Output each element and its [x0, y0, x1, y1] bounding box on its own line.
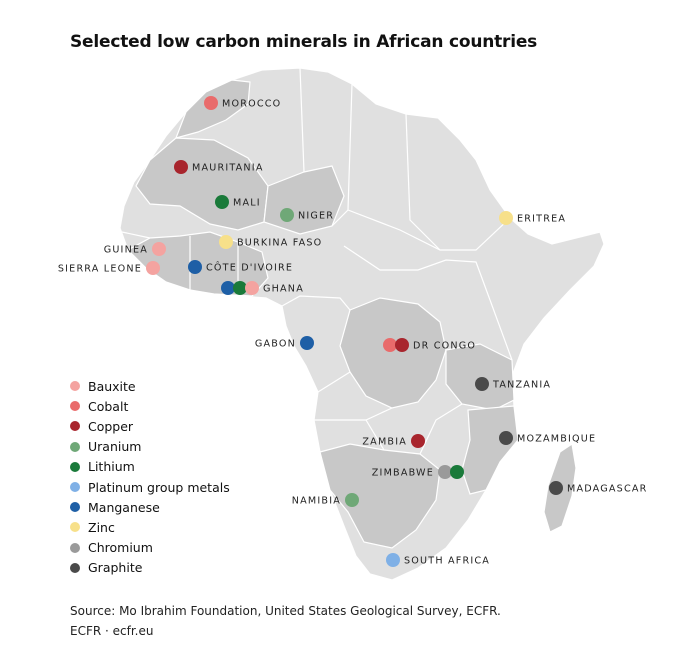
- marker-niger-uranium: [280, 208, 294, 222]
- label-eritrea: ERITREA: [517, 214, 566, 225]
- marker-ghana-lithium: [233, 281, 247, 295]
- legend-label: Cobalt: [88, 398, 129, 414]
- marker-morocco-cobalt: [204, 96, 218, 110]
- legend-item-pgm: Platinum group metals: [70, 477, 230, 497]
- border-7: [317, 371, 351, 393]
- legend-item-bauxite: Bauxite: [70, 376, 230, 396]
- legend-swatch: [70, 502, 80, 513]
- label-mauritania: MAURITANIA: [192, 163, 264, 174]
- label-gabon: GABON: [255, 339, 296, 350]
- legend-label: Zinc: [88, 519, 115, 535]
- border-4: [347, 209, 511, 251]
- label-zambia: ZAMBIA: [362, 437, 407, 448]
- label-guinea: GUINEA: [104, 245, 148, 256]
- legend-item-lithium: Lithium: [70, 457, 230, 477]
- legend-swatch: [70, 482, 80, 493]
- region-mozambique: [461, 405, 519, 495]
- marker-tanzania-graphite: [475, 377, 489, 391]
- legend-item-chromium: Chromium: [70, 538, 230, 558]
- map-title: Selected low carbon minerals in African …: [70, 32, 538, 52]
- label-madagascar: MADAGASCAR: [567, 484, 647, 495]
- label-tanzania: TANZANIA: [492, 380, 551, 391]
- marker-ghana-bauxite: [245, 281, 259, 295]
- marker-namibia-uranium: [345, 493, 359, 507]
- border-6: [281, 295, 351, 311]
- marker-guinea-bauxite: [152, 242, 166, 256]
- label-niger: NIGER: [298, 211, 334, 222]
- legend-item-uranium: Uranium: [70, 437, 230, 457]
- label-south-africa: SOUTH AFRICA: [404, 556, 490, 567]
- label-sierra-leone: SIERRA LEONE: [58, 264, 142, 275]
- marker-zambia-copper: [411, 434, 425, 448]
- label-mozambique: MOZAMBIQUE: [517, 434, 596, 445]
- country-borders: [121, 67, 513, 455]
- legend-label: Platinum group metals: [88, 479, 230, 495]
- marker-dr-congo-copper: [395, 338, 409, 352]
- border-3: [405, 113, 441, 251]
- legend: Bauxite Cobalt Copper Uranium Lithium Platinu…: [70, 376, 230, 578]
- marker-sierra-leone-bauxite: [146, 261, 160, 275]
- border-1: [299, 67, 305, 173]
- legend-item-zinc: Zinc: [70, 517, 230, 537]
- marker-eritrea-zinc: [499, 211, 513, 225]
- marker-zimbabwe-lithium: [450, 465, 464, 479]
- legend-swatch: [70, 381, 80, 392]
- legend-label: Uranium: [88, 439, 142, 455]
- label-mali: MALI: [233, 198, 261, 209]
- marker-mozambique-graphite: [499, 431, 513, 445]
- border-10: [419, 403, 463, 455]
- region-drc: [339, 297, 447, 409]
- legend-label: Manganese: [88, 499, 160, 515]
- legend-label: Chromium: [88, 540, 153, 556]
- label-zimbabwe: ZIMBABWE: [372, 468, 434, 479]
- legend-swatch: [70, 542, 80, 553]
- border-5: [343, 245, 491, 301]
- region-mauritania-mali: [135, 137, 269, 231]
- marker-mali-lithium: [215, 195, 229, 209]
- border-14: [121, 231, 151, 239]
- legend-label: Copper: [88, 418, 134, 434]
- africa-map: MOROCCO MAURITANIA MALI NIGER ERITREA BURKINA…: [58, 67, 647, 581]
- marker-dr-congo-cobalt: [383, 338, 397, 352]
- country-labels: MOROCCO MAURITANIA MALI NIGER ERITREA BURKINA…: [58, 99, 647, 567]
- marker-burkina-faso-zinc: [219, 235, 233, 249]
- legend-label: Lithium: [88, 459, 135, 475]
- mineral-markers: [146, 96, 563, 567]
- legend-label: Graphite: [88, 560, 143, 576]
- legend-swatch: [70, 421, 80, 432]
- marker-c-te-d-ivoire-manganese: [188, 260, 202, 274]
- legend-item-cobalt: Cobalt: [70, 396, 230, 416]
- label-dr-congo: DR CONGO: [413, 341, 476, 352]
- legend-item-copper: Copper: [70, 416, 230, 436]
- source-note: Source: Mo Ibrahim Foundation, United St…: [70, 601, 501, 641]
- legend-swatch: [70, 401, 80, 412]
- label-burkina-faso: BURKINA FASO: [237, 238, 322, 249]
- legend-item-manganese: Manganese: [70, 497, 230, 517]
- legend-swatch: [70, 461, 80, 472]
- marker-gabon-manganese: [300, 336, 314, 350]
- credit-line: ECFR · ecfr.eu: [70, 624, 154, 638]
- region-south: [319, 443, 441, 549]
- legend-swatch: [70, 562, 80, 573]
- label-ghana: GHANA: [263, 284, 304, 295]
- border-9: [365, 419, 385, 451]
- region-east: [445, 343, 515, 411]
- marker-mauritania-copper: [174, 160, 188, 174]
- legend-swatch: [70, 522, 80, 533]
- label-namibia: NAMIBIA: [292, 496, 341, 507]
- legend-label: Bauxite: [88, 378, 136, 394]
- label-c-te-d-ivoire: CÔTE D'IVOIRE: [206, 261, 293, 274]
- label-morocco: MOROCCO: [222, 99, 281, 110]
- marker-south-africa-pgm: [386, 553, 400, 567]
- marker-madagascar-graphite: [549, 481, 563, 495]
- legend-swatch: [70, 441, 80, 452]
- marker-zimbabwe-chromium: [438, 465, 452, 479]
- source-line: Source: Mo Ibrahim Foundation, United St…: [70, 604, 501, 618]
- border-11: [489, 299, 513, 361]
- marker-ghana-manganese: [221, 281, 235, 295]
- legend-item-graphite: Graphite: [70, 558, 230, 578]
